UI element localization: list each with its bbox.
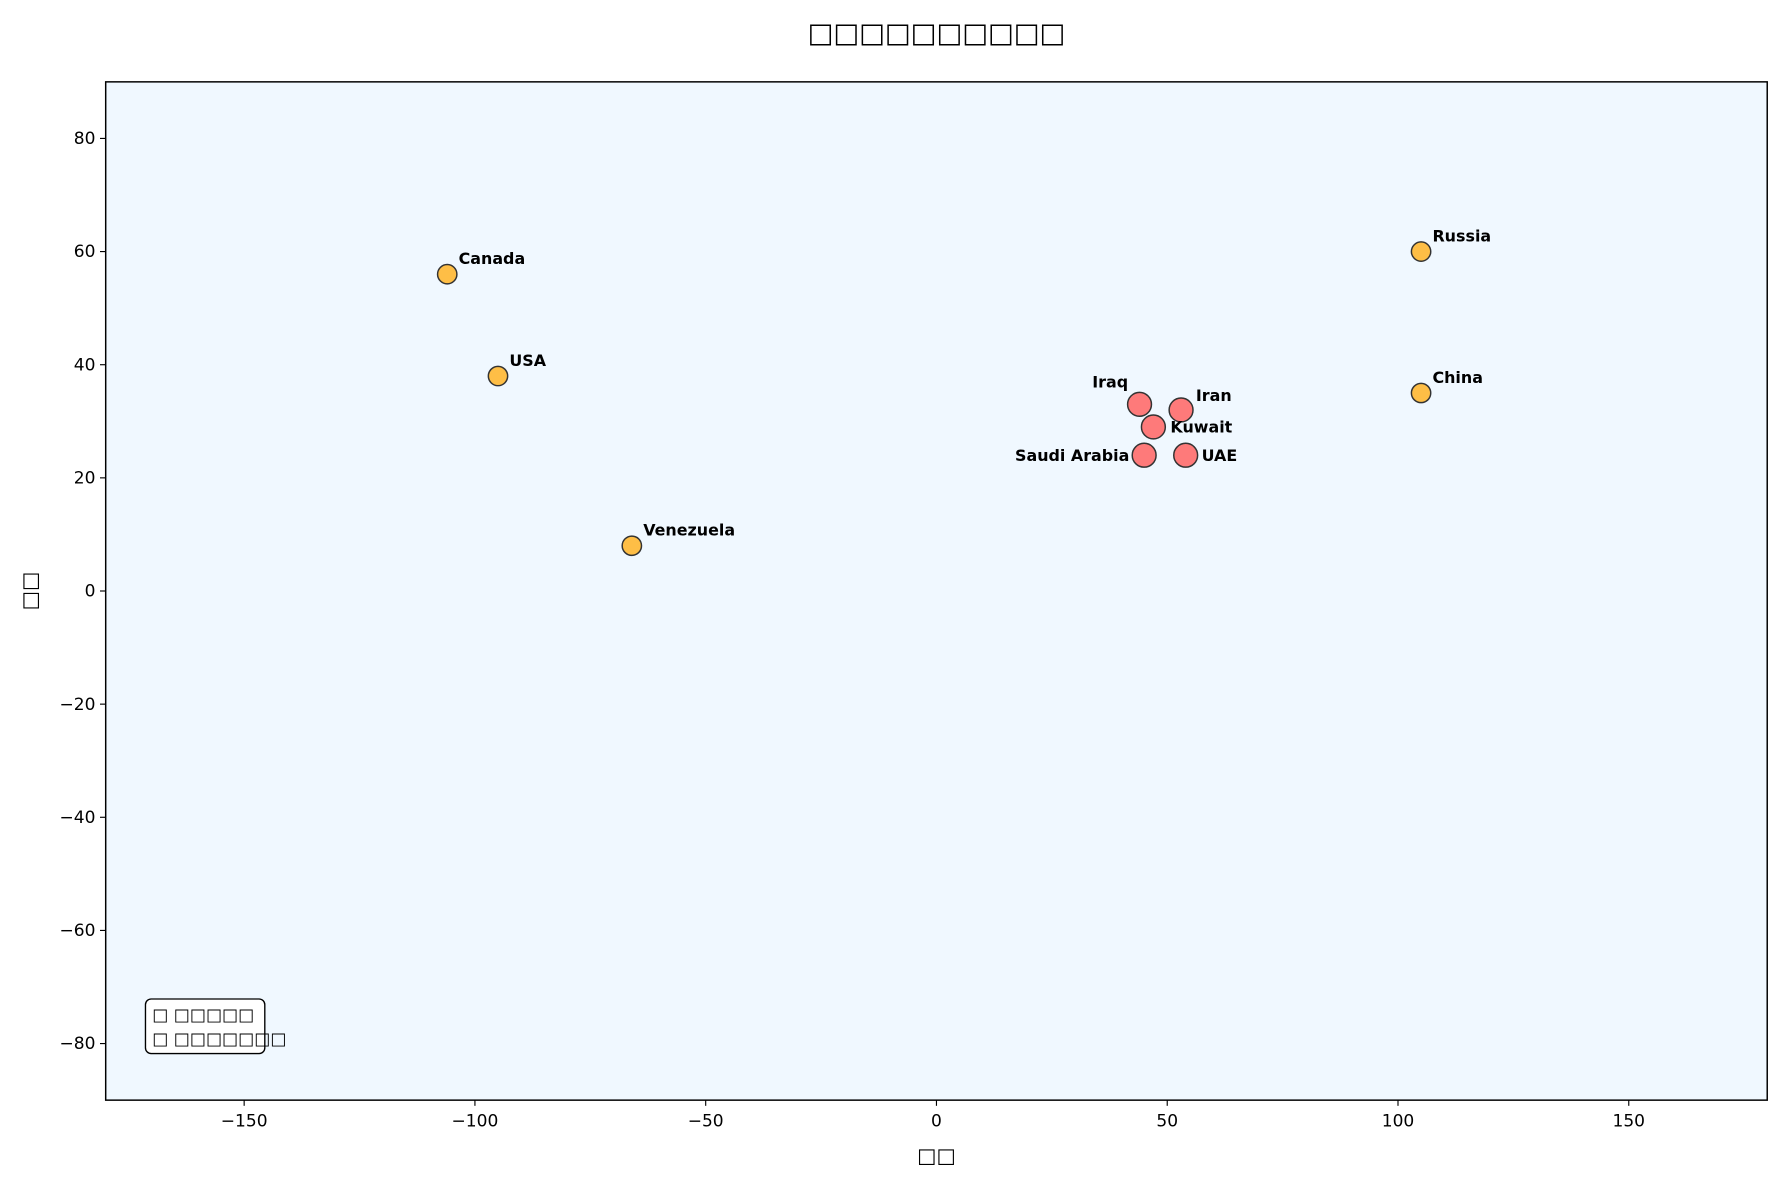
- data-point-russia: [1410, 241, 1432, 262]
- point-label: Russia: [1432, 226, 1491, 245]
- x-tick-label: 0: [931, 1111, 942, 1131]
- point-label: Kuwait: [1170, 418, 1232, 437]
- y-tick-label: 40: [74, 355, 96, 375]
- point-label: UAE: [1202, 446, 1238, 465]
- point-label: USA: [509, 351, 546, 370]
- y-tick-label: 0: [85, 582, 96, 602]
- plot-area: [105, 81, 1768, 1101]
- x-axis-label: □□: [917, 1144, 956, 1168]
- y-tick-label: −80: [60, 1034, 96, 1054]
- y-tick-label: −40: [60, 808, 96, 828]
- y-tick-label: 80: [74, 129, 96, 149]
- data-point-iran: [1168, 397, 1194, 423]
- data-point-venezuela: [621, 535, 643, 557]
- point-label: Iran: [1196, 386, 1232, 405]
- y-tick-label: −20: [60, 695, 96, 715]
- point-label: China: [1432, 368, 1483, 387]
- data-point-china: [1410, 382, 1432, 404]
- x-tick-label: 100: [1382, 1111, 1415, 1131]
- data-point-usa: [487, 365, 509, 387]
- data-point-canada: [436, 263, 458, 285]
- y-tick-label: 60: [74, 242, 96, 262]
- data-point-kuwait: [1140, 414, 1167, 440]
- x-tick-label: 150: [1613, 1111, 1646, 1131]
- x-tick-label: −100: [452, 1111, 499, 1131]
- x-tick-label: −50: [688, 1111, 724, 1131]
- x-tick-label: 50: [1156, 1111, 1178, 1131]
- legend-line-2: □ □□□□□□□: [152, 1029, 286, 1049]
- point-label: Saudi Arabia: [1015, 446, 1129, 465]
- y-tick-label: −60: [60, 921, 96, 941]
- data-point-saudi-arabia: [1131, 442, 1157, 468]
- data-point-uae: [1173, 442, 1199, 468]
- y-tick-label: 20: [74, 469, 96, 489]
- point-label: Canada: [459, 249, 526, 268]
- point-label: Iraq: [1092, 372, 1128, 391]
- data-point-iraq: [1126, 391, 1153, 417]
- x-tick-label: −150: [221, 1111, 268, 1131]
- legend-box: □ □□□□□ □ □□□□□□□: [144, 998, 286, 1055]
- legend-line-1: □ □□□□□: [152, 1006, 254, 1026]
- plot-frame: [104, 81, 1768, 1101]
- point-label: Venezuela: [643, 521, 735, 540]
- chart-title: □□□□□□□□□□: [808, 18, 1066, 49]
- y-axis-label: □□: [17, 572, 41, 611]
